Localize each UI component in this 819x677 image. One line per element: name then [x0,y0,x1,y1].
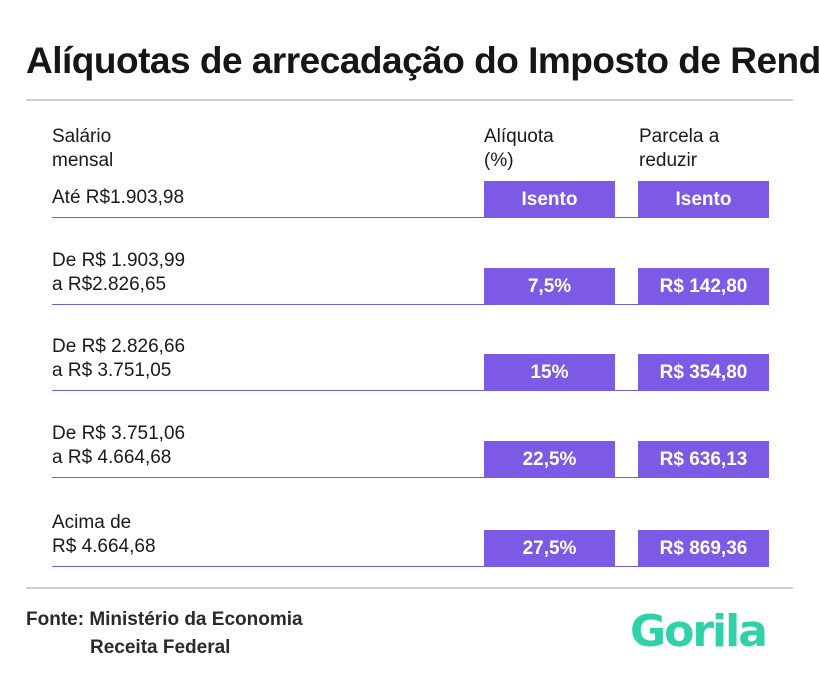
row-parcela: R$ 636,13 [638,441,769,478]
row-parcela: R$ 354,80 [638,354,769,391]
gorila-logo: Gorila [630,606,768,655]
row-underline [52,390,769,391]
row-salario: Até R$1.903,98 [52,187,185,208]
row-salario: De R$ 3.751,06 a R$ 4.664,68 [52,423,186,468]
table-row: De R$ 3.751,06 a R$ 4.664,68 22,5% R$ 63… [52,416,769,478]
logo-text: Gorila [630,606,766,655]
source-line-1: Fonte: Ministério da Economia [26,609,303,630]
row-salario: Acima de R$ 4.664,68 [52,512,156,557]
header-salario: Salário mensal [52,126,114,171]
row-aliquota: 27,5% [484,530,615,567]
row-underline [52,304,769,305]
header-aliquota: Alíquota (%) [484,126,554,171]
row-aliquota: Isento [484,181,615,218]
row-underline [52,566,769,567]
row-salario: De R$ 2.826,66 a R$ 3.751,05 [52,336,186,381]
row-salario: De R$ 1.903,99 a R$2.826,65 [52,250,186,295]
row-aliquota: 7,5% [484,268,615,305]
row-underline [52,217,769,218]
row-parcela: Isento [638,181,769,218]
row-aliquota: 22,5% [484,441,615,478]
row-parcela: R$ 869,36 [638,530,769,567]
source-note: Fonte: Ministério da Economia Receita Fe… [26,606,303,662]
row-parcela: R$ 142,80 [638,268,769,305]
header-parcela: Parcela a reduzir [639,126,720,171]
table-row: De R$ 2.826,66 a R$ 3.751,05 15% R$ 354,… [52,328,769,391]
source-line-2: Receita Federal [90,637,231,658]
top-divider [26,99,793,101]
table-row: De R$ 1.903,99 a R$2.826,65 7,5% R$ 142,… [52,240,769,305]
bottom-divider [26,587,793,589]
table-row: Até R$1.903,98 Isento Isento [52,180,769,218]
row-aliquota: 15% [484,354,615,391]
table-row: Acima de R$ 4.664,68 27,5% R$ 869,36 [52,505,769,567]
row-underline [52,477,769,478]
page-title: Alíquotas de arrecadação do Imposto de R… [26,40,819,81]
